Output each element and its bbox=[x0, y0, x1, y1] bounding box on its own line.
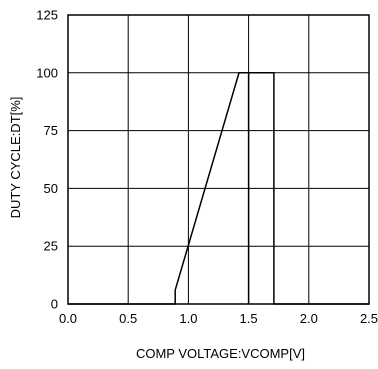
data-point bbox=[174, 289, 176, 291]
x-axis-label: COMP VOLTAGE:VCOMP[V] bbox=[136, 346, 305, 361]
y-tick-label: 50 bbox=[44, 181, 58, 196]
x-tick-label: 0.5 bbox=[119, 311, 137, 326]
x-tick-label: 0.0 bbox=[59, 311, 77, 326]
y-tick-label: 0 bbox=[51, 297, 58, 312]
x-tick-label: 2.5 bbox=[360, 311, 378, 326]
x-tick-label: 1.0 bbox=[179, 311, 197, 326]
y-tick-label: 75 bbox=[44, 123, 58, 138]
y-tick-label: 125 bbox=[36, 8, 58, 23]
grid-lines bbox=[67, 14, 370, 305]
y-axis-label: DUTY CYCLE:DT[%] bbox=[8, 97, 23, 219]
y-tick-label: 100 bbox=[36, 65, 58, 80]
x-tick-label: 1.5 bbox=[240, 311, 258, 326]
data-point bbox=[238, 72, 240, 74]
x-tick-labels: 0.0 0.5 1.0 1.5 2.0 2.5 bbox=[59, 311, 378, 326]
y-tick-labels: 0 25 50 75 100 125 bbox=[36, 8, 58, 312]
data-point bbox=[273, 72, 275, 74]
y-tick-label: 25 bbox=[44, 239, 58, 254]
x-tick-label: 2.0 bbox=[300, 311, 318, 326]
plot-frame bbox=[67, 14, 370, 305]
